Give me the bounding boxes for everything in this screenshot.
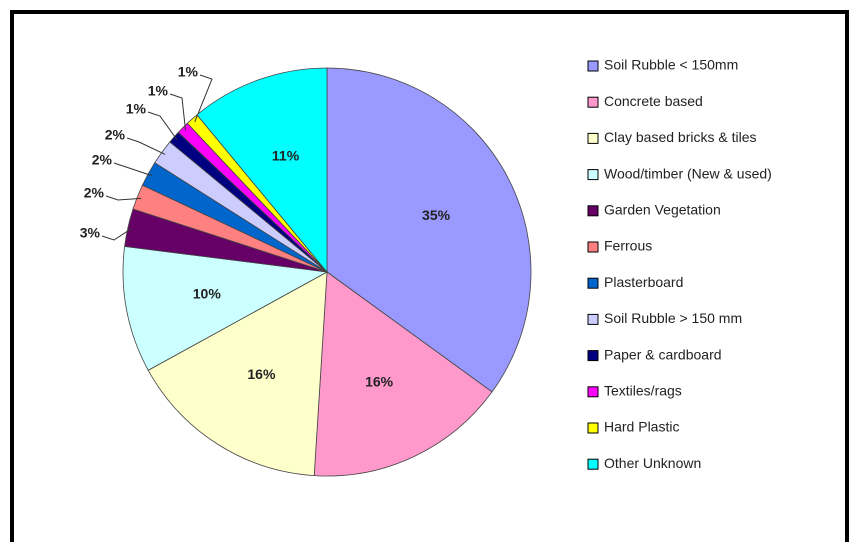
legend-label: Wood/timber (New & used) [604, 165, 772, 181]
slice-label: 1% [126, 101, 147, 117]
legend-swatch [587, 458, 599, 470]
slice-label: 3% [80, 225, 101, 241]
slice-label: 16% [365, 373, 394, 389]
leader-line [194, 74, 213, 123]
legend-swatch [587, 277, 599, 289]
legend-label: Soil Rubble > 150 mm [604, 310, 742, 326]
leader-line [147, 111, 178, 141]
legend-label: Ferrous [604, 238, 652, 254]
slice-label: 2% [84, 185, 105, 201]
legend-label: Paper & cardboard [604, 346, 722, 362]
pie-slice [147, 271, 328, 477]
legend-label: Other Unknown [604, 455, 701, 471]
slice-label: 2% [92, 152, 113, 168]
legend-label: Textiles/rags [604, 383, 682, 399]
legend-swatch [587, 241, 599, 253]
legend-label: Hard Plastic [604, 419, 679, 435]
legend-label: Concrete based [604, 93, 703, 109]
leader-line [105, 195, 142, 201]
slice-label: 1% [148, 83, 169, 99]
legend-swatch [587, 386, 599, 398]
leader-line [113, 162, 152, 177]
pie-slice [313, 271, 493, 477]
legend-swatch [587, 350, 599, 362]
slice-label: 16% [247, 366, 276, 382]
legend-label: Clay based bricks & tiles [604, 129, 757, 145]
legend-swatch [587, 205, 599, 217]
slice-label: 2% [105, 127, 126, 143]
legend-swatch [587, 60, 599, 72]
leader-line [101, 227, 133, 241]
pie-slice [196, 67, 328, 274]
legend-swatch [587, 96, 599, 108]
legend-swatch [587, 313, 599, 325]
slice-label: 10% [193, 286, 222, 302]
leader-line [126, 137, 166, 155]
slice-label: 35% [422, 207, 451, 223]
leader-line [169, 93, 187, 131]
legend-label: Garden Vegetation [604, 202, 721, 218]
frame [10, 10, 849, 542]
pie-slice [122, 245, 329, 371]
legend-label: Plasterboard [604, 274, 683, 290]
legend-swatch [587, 169, 599, 181]
pie-slice [326, 67, 532, 393]
slice-label: 1% [178, 64, 199, 80]
legend-swatch [587, 132, 599, 144]
legend-swatch [587, 422, 599, 434]
legend-label: Soil Rubble < 150mm [604, 57, 738, 73]
slice-label: 11% [272, 148, 300, 164]
